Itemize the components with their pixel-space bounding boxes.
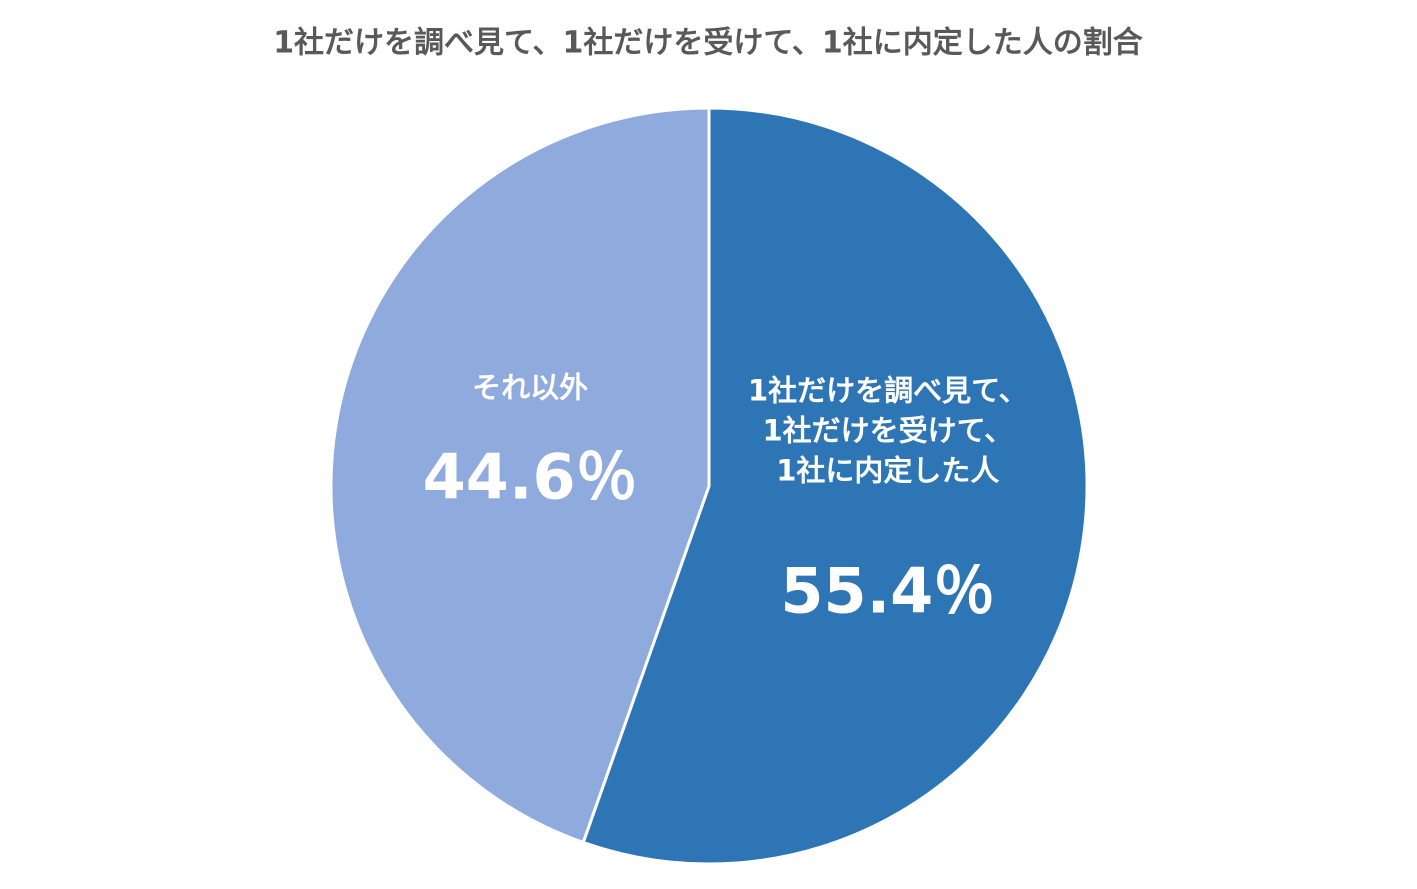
slice-name: 1社だけを調べ見て、 1社だけを受けて、 1社に内定した人	[748, 374, 1028, 488]
slice-value-label: 55.4％	[780, 555, 995, 628]
pie-slice	[329, 106, 711, 845]
chart-title: 1社だけを調べ見て、1社だけを受けて、1社に内定した人の割合	[273, 26, 1143, 61]
slice-value-label: 44.6％	[423, 440, 638, 513]
slice-name: それ以外	[472, 370, 588, 404]
